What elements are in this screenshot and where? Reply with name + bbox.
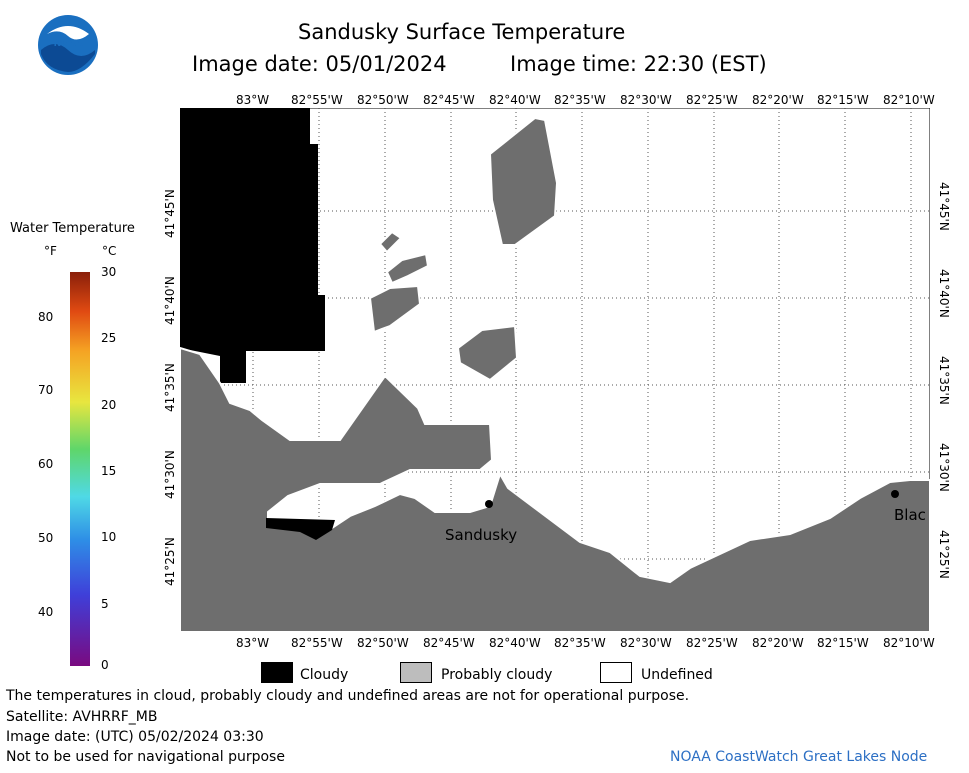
colorbar-title: Water Temperature bbox=[10, 221, 135, 236]
lat-label-left: 41°25'N bbox=[163, 537, 177, 586]
lat-label-left: 41°35'N bbox=[163, 363, 177, 412]
island-bass bbox=[456, 324, 519, 382]
island-kelleys bbox=[368, 284, 422, 334]
image-time: Image time: 22:30 (EST) bbox=[510, 52, 767, 76]
colorbar-f-tick: 50 bbox=[38, 531, 54, 545]
island-small bbox=[378, 230, 403, 254]
island-kelleys-east bbox=[385, 252, 430, 285]
lon-label-top: 82°45'W bbox=[423, 93, 475, 107]
lon-label-top: 82°35'W bbox=[554, 93, 606, 107]
lat-label-left: 41°30'N bbox=[163, 450, 177, 499]
lon-label-bottom: 82°15'W bbox=[817, 636, 869, 650]
lon-label-bottom: 82°50'W bbox=[357, 636, 409, 650]
island-pelee bbox=[488, 116, 559, 246]
city-sandusky-marker bbox=[485, 500, 493, 508]
page-title: Sandusky Surface Temperature bbox=[298, 20, 626, 44]
colorbar-f-tick: 60 bbox=[38, 457, 54, 471]
lon-label-bottom: 82°40'W bbox=[489, 636, 541, 650]
lat-label-left: 41°45'N bbox=[163, 189, 177, 238]
lon-label-bottom: 82°10'W bbox=[883, 636, 935, 650]
colorbar-c-tick: 15 bbox=[101, 464, 117, 478]
lon-label-top: 82°25'W bbox=[686, 93, 738, 107]
lon-label-top: 82°55'W bbox=[291, 93, 343, 107]
lon-label-top: 82°20'W bbox=[752, 93, 804, 107]
lat-label-right: 41°25'N bbox=[937, 530, 951, 579]
legend-undefined-swatch bbox=[600, 662, 632, 683]
image-date: Image date: 05/01/2024 bbox=[192, 52, 447, 76]
colorbar-c-tick: 0 bbox=[101, 658, 109, 672]
lon-label-bottom: 83°W bbox=[236, 636, 270, 650]
lat-label-left: 41°40'N bbox=[163, 276, 177, 325]
credit-text: NOAA CoastWatch Great Lakes Node bbox=[670, 749, 928, 765]
satellite-text: Satellite: AVHRRF_MB bbox=[6, 709, 158, 725]
colorbar-f-tick: 40 bbox=[38, 605, 54, 619]
colorbar-f-tick: 80 bbox=[38, 310, 54, 324]
noaa-logo-icon: NOAA bbox=[37, 14, 99, 76]
land-south-shore bbox=[180, 346, 930, 632]
colorbar-c-tick: 5 bbox=[101, 597, 109, 611]
lon-label-top: 82°30'W bbox=[620, 93, 672, 107]
city-blac-label: Blac bbox=[894, 506, 926, 524]
city-blac-marker bbox=[891, 490, 899, 498]
lon-label-bottom: 82°30'W bbox=[620, 636, 672, 650]
lat-label-right: 41°30'N bbox=[937, 443, 951, 492]
lon-label-bottom: 82°45'W bbox=[423, 636, 475, 650]
city-sandusky-label: Sandusky bbox=[445, 526, 517, 544]
legend-cloudy-swatch bbox=[261, 662, 293, 683]
lon-label-top: 82°15'W bbox=[817, 93, 869, 107]
cloudy-region bbox=[180, 108, 325, 383]
lat-label-right: 41°40'N bbox=[937, 269, 951, 318]
lon-label-top: 82°10'W bbox=[883, 93, 935, 107]
nav-warning-text: Not to be used for navigational purpose bbox=[6, 749, 285, 765]
lon-label-top: 82°50'W bbox=[357, 93, 409, 107]
colorbar bbox=[70, 272, 90, 666]
legend-undefined-label: Undefined bbox=[641, 667, 713, 683]
lake-erie-map: Sandusky Blac bbox=[180, 108, 930, 632]
colorbar-c-tick: 20 bbox=[101, 398, 117, 412]
utc-date-text: Image date: (UTC) 05/02/2024 03:30 bbox=[6, 729, 264, 745]
disclaimer-text: The temperatures in cloud, probably clou… bbox=[6, 688, 690, 704]
colorbar-unit-c: °C bbox=[102, 244, 117, 258]
lon-label-top: 82°40'W bbox=[489, 93, 541, 107]
svg-text:NOAA: NOAA bbox=[54, 39, 83, 49]
colorbar-c-tick: 10 bbox=[101, 530, 117, 544]
lon-label-bottom: 82°35'W bbox=[554, 636, 606, 650]
legend-probably-cloudy-swatch bbox=[400, 662, 432, 683]
lat-label-right: 41°45'N bbox=[937, 182, 951, 231]
colorbar-f-tick: 70 bbox=[38, 383, 54, 397]
colorbar-c-tick: 25 bbox=[101, 331, 117, 345]
cloudy-strip bbox=[266, 518, 335, 540]
lon-label-bottom: 82°25'W bbox=[686, 636, 738, 650]
colorbar-unit-f: °F bbox=[44, 244, 57, 258]
lat-label-right: 41°35'N bbox=[937, 356, 951, 405]
colorbar-c-tick: 30 bbox=[101, 265, 117, 279]
legend-probably-cloudy-label: Probably cloudy bbox=[441, 667, 553, 683]
lon-label-bottom: 82°55'W bbox=[291, 636, 343, 650]
lon-label-bottom: 82°20'W bbox=[752, 636, 804, 650]
legend-cloudy-label: Cloudy bbox=[300, 667, 349, 683]
lon-label-top: 83°W bbox=[236, 93, 270, 107]
